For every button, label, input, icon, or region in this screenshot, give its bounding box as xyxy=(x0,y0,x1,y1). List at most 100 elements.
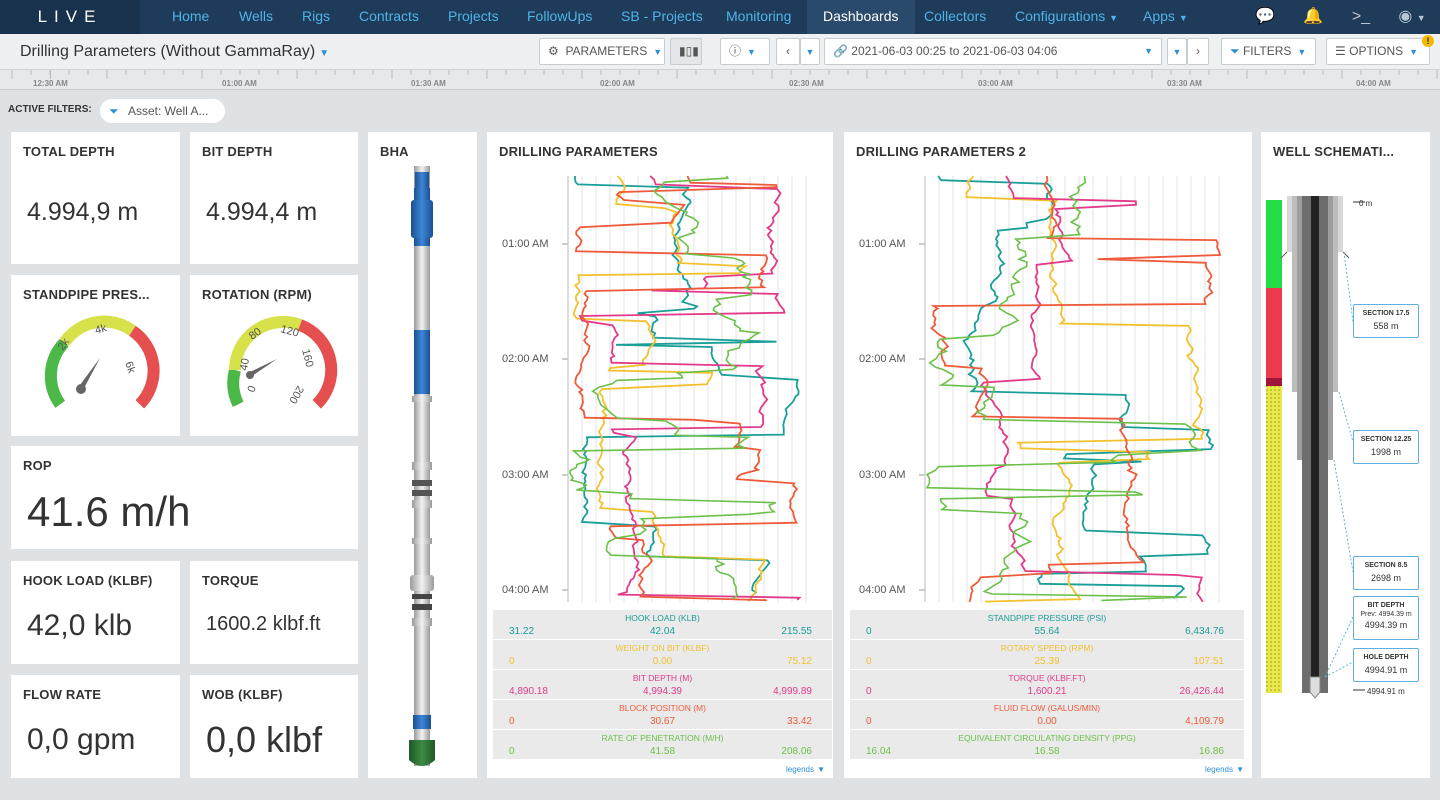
legend-row[interactable]: STANDPIPE PRESSURE (PSI) 0 55.64 6,434.76 xyxy=(850,610,1244,640)
next-range-button[interactable]: › xyxy=(1187,38,1209,65)
legends-toggle[interactable]: legends ▼ xyxy=(1204,765,1244,774)
legend-row[interactable]: WEIGHT ON BIT (KLBF) 0 0.00 75.12 xyxy=(493,640,832,670)
legend-current: 4,994.39 xyxy=(643,686,682,697)
legend-max: 6,434.76 xyxy=(1185,626,1224,637)
gauge-tick-label: 40 xyxy=(238,357,252,371)
nav-projects[interactable]: Projects xyxy=(448,8,499,24)
legend-table: STANDPIPE PRESSURE (PSI) 0 55.64 6,434.76 RO… xyxy=(850,610,1244,760)
chevron-down-icon: ▼ xyxy=(1178,13,1188,23)
y-tick-label: 04:00 AM xyxy=(859,584,906,596)
motor-bend xyxy=(413,715,431,729)
legend-max: 107.51 xyxy=(1193,656,1224,667)
terminal-icon[interactable]: >_ xyxy=(1351,8,1371,25)
legends-toggle[interactable]: legends ▼ xyxy=(785,765,825,774)
timeline-minor-ticks xyxy=(11,70,1438,79)
legend-row[interactable]: RATE OF PENETRATION (M/H) 0 41.58 208.06 xyxy=(493,730,832,760)
range-end-dropdown[interactable]: ▼ xyxy=(1167,38,1187,65)
rotation-card: ROTATION (RPM) 0 40 80 120 160 200 xyxy=(190,275,358,436)
card-title: BIT DEPTH xyxy=(202,144,273,159)
time-range-selector[interactable]: 🔗 2021-06-03 00:25 to 2021-06-03 04:06 ▼ xyxy=(824,38,1162,65)
legend-min: 0 xyxy=(866,686,872,697)
well-schematic-diagram[interactable]: 0 m 4994.91 m xyxy=(1261,132,1430,778)
legend-series-name: BIT DEPTH (M) xyxy=(632,673,693,683)
legend-row[interactable]: HOOK LOAD (KLB) 31.22 42.04 215.55 xyxy=(493,610,832,640)
card-title: WOB (KLBF) xyxy=(202,687,283,702)
nav-configurations[interactable]: Configurations ▼ xyxy=(1015,8,1119,24)
info-icon: ⓘ xyxy=(729,44,742,58)
series-trace xyxy=(965,175,1205,603)
nav-rigs[interactable]: Rigs xyxy=(302,8,331,24)
active-filters-bar: ACTIVE FILTERS: ⏷ Asset: Well A... xyxy=(0,91,1440,127)
options-button[interactable]: ☰ OPTIONS ▼ xyxy=(1326,38,1430,65)
card-title: WELL SCHEMATI... xyxy=(1273,144,1395,159)
nav-followups[interactable]: FollowUps xyxy=(527,8,593,24)
formation-red xyxy=(1266,288,1282,380)
drilling-parameters-2-plot[interactable] xyxy=(844,132,1252,607)
barcode-toggle-button[interactable]: ▮▯▮ xyxy=(670,38,702,65)
nav-contracts[interactable]: Contracts xyxy=(359,8,419,24)
legend-row[interactable]: FLUID FLOW (GALUS/MIN) 0 0.00 4,109.79 xyxy=(850,700,1244,730)
gauge-green-band xyxy=(44,338,69,408)
legend-series-name: STANDPIPE PRESSURE (PSI) xyxy=(987,613,1107,623)
legend-row[interactable]: BIT DEPTH (M) 4,890.18 4,994.39 4,999.89 xyxy=(493,670,832,700)
legend-series-name: ROTARY SPEED (RPM) xyxy=(1000,643,1094,653)
nav-collectors[interactable]: Collectors xyxy=(924,8,987,24)
timeline-tick: 03:00 AM xyxy=(978,79,1013,88)
nav-wells[interactable]: Wells xyxy=(239,8,273,24)
series-trace xyxy=(574,175,800,602)
card-title: TOTAL DEPTH xyxy=(23,144,115,159)
bha-diagram[interactable] xyxy=(368,132,477,778)
legend-max: 4,999.89 xyxy=(773,686,812,697)
dashboard-title[interactable]: Drilling Parameters (Without GammaRay) ▼ xyxy=(20,43,330,60)
flow-rate-card: FLOW RATE 0,0 gpm xyxy=(11,675,180,778)
y-tick-label: 03:00 AM xyxy=(502,469,549,481)
parameters-button[interactable]: ⚙ PARAMETERS ▼ xyxy=(539,38,665,65)
y-tick-label: 03:00 AM xyxy=(859,469,906,481)
app-logo[interactable]: LIVE xyxy=(0,0,140,34)
nav-monitoring[interactable]: Monitoring xyxy=(726,8,792,24)
stabilizer xyxy=(410,575,434,591)
legend-min: 0 xyxy=(866,656,872,667)
bit-depth-label: BIT DEPTH Prev: 4994.39 m 4994.39 m xyxy=(1353,596,1419,640)
card-title: ROP xyxy=(23,458,52,473)
legend-row[interactable]: TORQUE (KLBF.FT) 0 1,600.21 26,426.44 xyxy=(850,670,1244,700)
info-button[interactable]: ⓘ ▼ xyxy=(720,38,770,65)
gauge-tick-label: 120 xyxy=(279,323,300,339)
legend-min: 31.22 xyxy=(509,626,535,637)
bit-depth-value: 4.994,4 m xyxy=(206,198,318,226)
nav-apps[interactable]: Apps ▼ xyxy=(1143,8,1188,24)
y-tick-label: 02:00 AM xyxy=(859,353,906,365)
chevron-right-icon: › xyxy=(1196,44,1200,58)
timeline-tick: 01:30 AM xyxy=(411,79,446,88)
bell-icon[interactable]: 🔔 xyxy=(1303,8,1323,25)
drilling-parameters-plot[interactable] xyxy=(487,132,833,607)
legend-current: 55.64 xyxy=(1034,626,1060,637)
y-tick-label: 04:00 AM xyxy=(502,584,549,596)
nav-sb-projects[interactable]: SB - Projects xyxy=(621,8,703,24)
legend-series-name: HOOK LOAD (KLB) xyxy=(625,613,700,623)
card-title: BHA xyxy=(380,144,409,159)
legend-min: 16.04 xyxy=(866,746,892,757)
legend-min: 4,890.18 xyxy=(509,686,548,697)
asset-filter-chip[interactable]: ⏷ Asset: Well A... xyxy=(100,99,225,123)
top-depth-label: 0 m xyxy=(1359,199,1373,208)
rop-value: 41.6 m/h xyxy=(27,488,191,535)
user-menu-icon[interactable]: ◉ ▼ xyxy=(1398,8,1426,25)
standpipe-gauge: 2k 4k 6k xyxy=(44,315,160,409)
wob-value: 0,0 klbf xyxy=(206,719,323,760)
legend-row[interactable]: BLOCK POSITION (M) 0 30.67 33.42 xyxy=(493,700,832,730)
legend-series-name: EQUIVALENT CIRCULATING DENSITY (PPG) xyxy=(958,733,1136,743)
chat-icon[interactable]: 💬 xyxy=(1255,8,1275,25)
legend-current: 42.04 xyxy=(649,626,676,637)
nav-home[interactable]: Home xyxy=(172,8,210,24)
range-preset-dropdown[interactable]: ▼ xyxy=(800,38,820,65)
filters-button[interactable]: ⏷ FILTERS ▼ xyxy=(1221,38,1316,65)
drill-bit xyxy=(409,740,435,766)
legend-row[interactable]: EQUIVALENT CIRCULATING DENSITY (PPG) 16.0… xyxy=(850,730,1244,760)
timeline-navigator[interactable]: 12:30 AM 01:00 AM 01:30 AM 02:00 AM 02:3… xyxy=(0,70,1440,90)
previous-range-button[interactable]: ‹ xyxy=(776,38,800,65)
legend-current: 16.58 xyxy=(1034,746,1060,757)
legend-row[interactable]: ROTARY SPEED (RPM) 0 25.39 107.51 xyxy=(850,640,1244,670)
legend-min: 0 xyxy=(866,626,872,637)
nav-dashboards[interactable]: Dashboards xyxy=(807,0,915,34)
